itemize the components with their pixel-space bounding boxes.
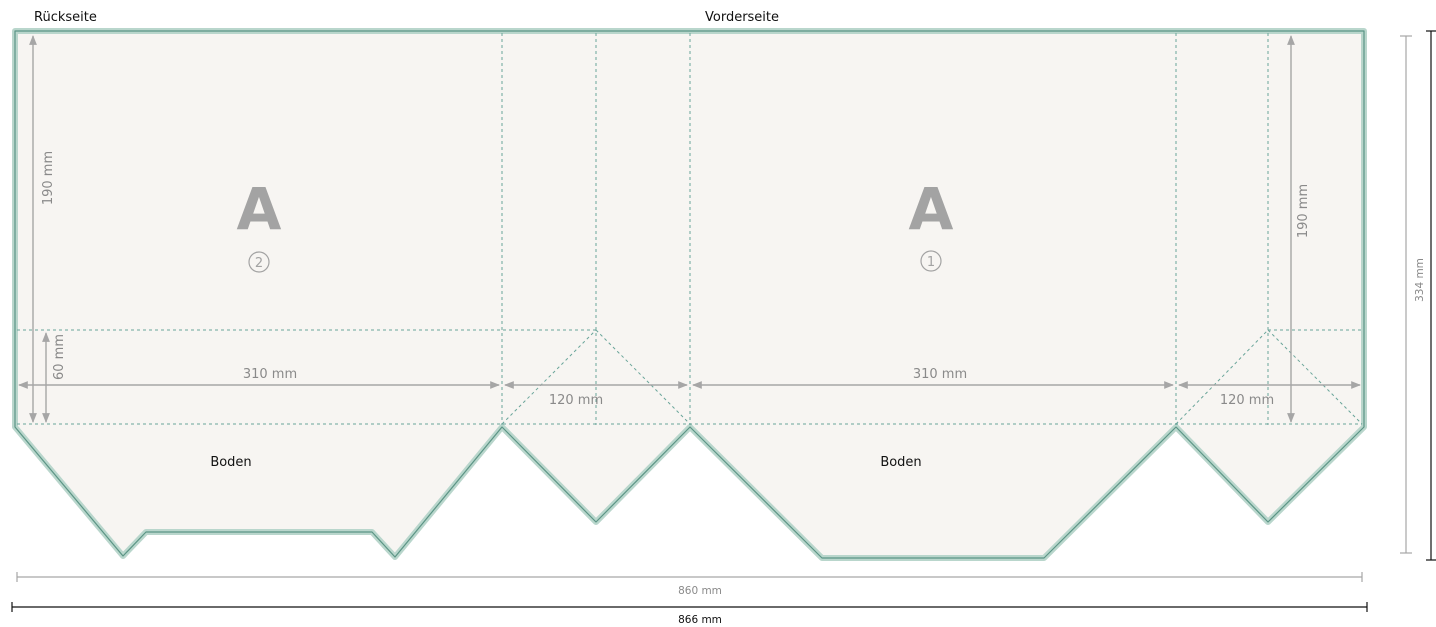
marker-back-circle: [248, 251, 270, 273]
bottom-front-label: Boden: [880, 455, 921, 470]
dim-side-2-label: 120 mm: [1220, 393, 1274, 408]
dim-total-height-label: 334 mm: [1414, 258, 1426, 302]
fold-lines: [17, 33, 1363, 425]
letter-back: A: [237, 175, 282, 243]
dim-bottom-height-label: 60 mm: [52, 334, 67, 380]
panel-markers: A 2 A 1: [237, 175, 954, 273]
front-side-label: Vorderseite: [705, 10, 779, 25]
fold-diagonal-1a: [501, 329, 597, 425]
outline-edge: [14, 30, 1365, 559]
dim-width-back-label: 310 mm: [243, 367, 297, 382]
marker-back-number: 2: [255, 256, 263, 271]
back-side-label: Rückseite: [34, 10, 97, 25]
marker-front-circle: [920, 250, 942, 272]
dim-width-front-label: 310 mm: [913, 367, 967, 382]
dimension-lines: [18, 35, 1361, 423]
dim-width-inner-label: 860 mm: [678, 585, 722, 597]
dim-height-left-label: 190 mm: [41, 151, 56, 205]
dim-width-outer-label: 866 mm: [678, 614, 722, 626]
dim-height-right-label: 190 mm: [1296, 184, 1311, 238]
text-labels: Rückseite Vorderseite Boden Boden 190 mm…: [34, 10, 1426, 626]
outline-band: [12, 28, 1367, 561]
fold-diagonal-2a: [1175, 329, 1269, 425]
outer-dimensions: [11, 30, 1436, 612]
fold-diagonal-2b: [1267, 329, 1363, 425]
fold-diagonal-1b: [595, 329, 691, 425]
letter-front: A: [909, 175, 954, 243]
bottom-back-label: Boden: [210, 455, 251, 470]
dim-side-1-label: 120 mm: [549, 393, 603, 408]
die-cut-outline: [12, 28, 1367, 561]
marker-front-number: 1: [927, 255, 935, 270]
